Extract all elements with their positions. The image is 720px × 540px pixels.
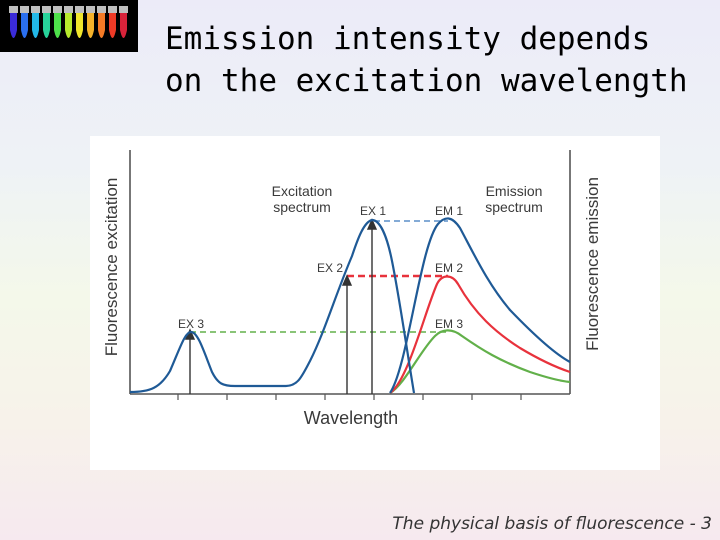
fluorescent-tube	[109, 13, 116, 38]
tube-cap	[119, 6, 128, 13]
fluorescent-tube	[76, 13, 83, 38]
em3-curve	[389, 329, 571, 394]
ex1-label: EX 1	[360, 204, 386, 218]
em3-label: EM 3	[435, 317, 463, 331]
x-axis-label: Wavelength	[304, 408, 398, 428]
excitation-curve	[129, 218, 416, 394]
em1-curve	[389, 217, 571, 394]
tube-cap	[86, 6, 95, 13]
x-ticks	[177, 394, 522, 400]
emission-spectrum-label-line1: Emission	[486, 183, 543, 199]
slide-title: Emission intensity depends on the excita…	[165, 21, 688, 99]
excitation-spectrum-label-line2: spectrum	[273, 199, 331, 215]
tube-cap	[31, 6, 40, 13]
spectra-figure: Fluorescence excitation Fluorescence emi…	[90, 136, 660, 470]
tube-cap	[97, 6, 106, 13]
fluorescent-tube	[32, 13, 39, 38]
em2-label: EM 2	[435, 261, 463, 275]
fluorescent-tubes-logo	[0, 0, 138, 52]
fluorescent-tube	[120, 13, 127, 38]
em2-curve	[389, 275, 571, 394]
emission-spectrum-label-line2: spectrum	[485, 199, 543, 215]
tube-cap	[53, 6, 62, 13]
fluorescent-tube	[54, 13, 61, 38]
fluorescent-tubes-image	[9, 6, 128, 38]
excitation-spectrum-label-line1: Excitation	[272, 183, 333, 199]
ex3-label: EX 3	[178, 317, 204, 331]
excitation-arrows	[184, 218, 378, 394]
tube-cap	[42, 6, 51, 13]
ex2-label: EX 2	[317, 261, 343, 275]
spectra-diagram: Fluorescence excitation Fluorescence emi…	[102, 150, 602, 428]
fluorescent-tube	[87, 13, 94, 38]
tube-cap	[9, 6, 18, 13]
tube-cap	[64, 6, 73, 13]
y-right-axis-label: Fluorescence emission	[583, 177, 602, 351]
fluorescent-tube	[21, 13, 28, 38]
y-left-axis-label: Fluorescence excitation	[102, 178, 121, 357]
tube-cap	[75, 6, 84, 13]
fluorescent-tube	[43, 13, 50, 38]
fluorescent-tube	[65, 13, 72, 38]
fluorescent-tube	[10, 13, 17, 38]
em1-label: EM 1	[435, 204, 463, 218]
fluorescent-tube	[98, 13, 105, 38]
tube-cap	[108, 6, 117, 13]
tube-cap	[20, 6, 29, 13]
slide-footer: The physical basis of fluorescence - 3	[392, 514, 712, 534]
